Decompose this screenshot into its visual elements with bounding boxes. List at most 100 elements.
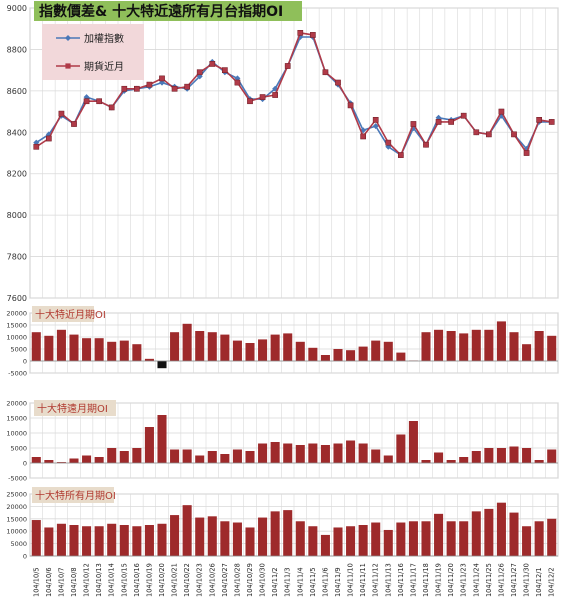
bar [534, 331, 544, 361]
bar [82, 455, 92, 463]
bar [69, 334, 79, 361]
legend-label-futures: 期貨近月 [84, 60, 124, 73]
x-tick-label: 104/10/29 [246, 563, 254, 597]
bar [396, 352, 406, 361]
bar [320, 445, 330, 463]
bar [245, 527, 255, 556]
bar [119, 451, 129, 463]
x-tick-label: 104/11/20 [447, 563, 455, 597]
bar [270, 511, 280, 556]
bar [82, 526, 92, 556]
x-tick-label: 104/11/18 [422, 563, 430, 597]
bar [509, 446, 519, 463]
bar [119, 340, 129, 361]
bar [69, 458, 79, 463]
bar [358, 443, 368, 463]
x-tick-label: 104/10/7 [57, 567, 65, 597]
x-tick-label: 104/11/23 [460, 563, 468, 597]
bar [94, 338, 104, 361]
bar [295, 341, 305, 361]
legend-label-index: 加權指數 [84, 32, 124, 45]
futures-point [196, 69, 203, 76]
bar [421, 460, 431, 463]
x-tick-label: 104/11/30 [523, 563, 531, 597]
bar [434, 513, 444, 556]
futures-point [410, 121, 417, 127]
bar [182, 505, 192, 556]
futures-point [536, 117, 542, 123]
bar [107, 448, 117, 463]
bar [56, 523, 66, 556]
bar [207, 516, 217, 556]
x-tick-label: 104/11/9 [334, 567, 342, 597]
x-tick-label: 104/10/22 [183, 563, 191, 597]
bar-panel-title-background [32, 487, 114, 503]
bar [484, 508, 494, 556]
legend-marker-futures [65, 63, 71, 69]
bar [31, 332, 41, 361]
bar [195, 455, 205, 463]
futures-point [548, 119, 555, 125]
bar [346, 440, 356, 463]
futures-point [71, 121, 77, 127]
bar [82, 338, 92, 361]
bar [245, 451, 255, 463]
bar [446, 460, 456, 463]
bar [434, 452, 444, 463]
bar [333, 443, 343, 463]
bar [283, 443, 293, 463]
futures-point [146, 81, 153, 88]
bar-y-tick-label: 5000 [10, 346, 27, 354]
bar-y-tick-label: 0 [23, 553, 27, 561]
bar [534, 521, 544, 556]
futures-point [121, 85, 128, 92]
bar [56, 462, 66, 463]
bar [408, 521, 418, 556]
bar-panel-2: -5000 0 5000 10000 15000 20000 十大特遠月期OI [6, 400, 559, 483]
bar-panel-title: 十大特近月期OI [35, 308, 106, 321]
futures-point [523, 150, 530, 156]
bar [220, 334, 230, 361]
x-axis-labels: 104/10/5 104/10/6 104/10/7 104/10/8 104/10/1… [32, 563, 555, 597]
bar-y-tick-label: 0 [23, 460, 27, 468]
bar-y-tick-label: 15000 [6, 322, 27, 330]
bar [44, 335, 54, 361]
x-tick-label: 104/11/19 [435, 563, 443, 597]
futures-point [46, 135, 52, 142]
futures-point [435, 119, 442, 125]
bar [383, 455, 393, 463]
bar [421, 332, 431, 361]
futures-point [234, 79, 241, 86]
bar [31, 520, 41, 556]
bar [107, 523, 117, 556]
bar-y-tick-label: -5000 [8, 370, 27, 378]
futures-point [284, 63, 291, 69]
x-tick-label: 104/10/13 [95, 563, 103, 597]
futures-point [347, 102, 354, 109]
bar [459, 521, 469, 556]
bar [44, 460, 54, 463]
bar-panel-title: 十大特遠月期OI [37, 402, 108, 415]
futures-point [96, 98, 102, 105]
bar [182, 323, 192, 361]
bar [232, 449, 242, 463]
bar-y-tick-label: 10000 [6, 528, 27, 536]
bar [358, 346, 368, 361]
futures-point [322, 69, 329, 76]
bar [170, 449, 180, 463]
bar [408, 421, 418, 463]
bar [44, 527, 54, 556]
bar [496, 448, 506, 463]
bar [132, 344, 142, 361]
futures-point [498, 108, 505, 115]
bar [446, 521, 456, 556]
bar [94, 526, 104, 556]
x-tick-label: 104/10/23 [196, 563, 204, 597]
x-tick-label: 104/11/17 [409, 563, 417, 597]
bar [132, 526, 142, 556]
bar [258, 339, 268, 361]
x-tick-label: 104/11/4 [296, 567, 304, 597]
futures-point [398, 152, 404, 158]
